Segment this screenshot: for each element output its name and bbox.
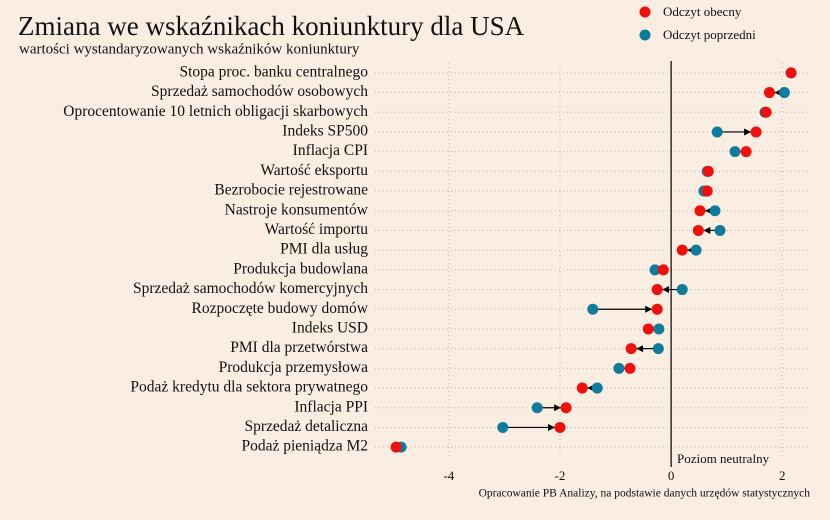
current-dot — [651, 303, 663, 315]
category-label: Indeks SP500 — [282, 123, 368, 140]
previous-dot — [711, 126, 723, 138]
annotation: Poziom neutralny — [677, 451, 770, 466]
previous-dot — [714, 224, 726, 236]
current-dot — [750, 126, 762, 138]
previous-dot — [649, 264, 661, 276]
category-label: Sprzedaż samochodów osobowych — [151, 83, 368, 100]
category-label: PMI dla usług — [280, 241, 368, 258]
current-dot — [560, 402, 572, 414]
previous-dot — [709, 205, 721, 217]
category-label: Sprzedaż samochodów komercyjnych — [133, 280, 368, 297]
current-dot — [651, 284, 663, 296]
current-dot — [760, 106, 772, 118]
chart-title: Zmiana we wskaźnikach koniunktury dla US… — [18, 11, 525, 41]
category-label: Bezrobocie rejestrowane — [214, 182, 368, 199]
category-label: Podaż kredytu dla sektora prywatnego — [130, 379, 368, 396]
legend-label: Odczyt poprzedni — [663, 27, 756, 42]
previous-dot — [652, 343, 664, 355]
category-label: Indeks USD — [292, 320, 368, 337]
chart-subtitle: wartości wystandaryzowanych wskaźników k… — [19, 41, 360, 57]
current-dot — [785, 67, 797, 79]
source-note: Opracowanie PB Analizy, na podstawie dan… — [479, 488, 811, 500]
current-dot — [763, 87, 775, 99]
current-dot — [576, 382, 588, 394]
current-dot — [642, 323, 654, 335]
category-label: Nastroje konsumentów — [225, 201, 369, 218]
category-label: PMI dla przetwórstwa — [230, 339, 368, 356]
previous-dot — [613, 362, 625, 374]
category-label: Oprocentowanie 10 letnich obligacji skar… — [63, 103, 368, 120]
current-dot — [694, 205, 706, 217]
current-dot — [554, 421, 566, 433]
previous-dot — [653, 323, 665, 335]
previous-dot — [587, 303, 599, 315]
category-label: Inflacja PPI — [294, 398, 368, 415]
current-dot — [701, 185, 713, 197]
previous-dot — [729, 146, 741, 158]
current-dot — [692, 224, 704, 236]
current-dot — [625, 343, 637, 355]
category-label: Inflacja CPI — [293, 142, 368, 159]
category-label: Wartość importu — [265, 221, 369, 238]
previous-dot — [676, 284, 688, 296]
category-label: Sprzedaż detaliczna — [245, 418, 369, 435]
legend-marker — [639, 29, 651, 41]
previous-dot — [497, 421, 509, 433]
category-label: Podaż pieniądza M2 — [241, 438, 368, 455]
category-label: Rozpoczęte budowy domów — [192, 300, 369, 317]
x-tick-label: -4 — [443, 468, 454, 483]
category-label: Stopa proc. banku centralnego — [179, 63, 368, 80]
current-dot — [676, 244, 688, 256]
current-dot — [624, 362, 636, 374]
category-label: Produkcja budowlana — [233, 260, 368, 277]
x-tick-label: 2 — [779, 468, 786, 483]
previous-dot — [531, 402, 543, 414]
legend-label: Odczyt obecny — [663, 4, 742, 19]
previous-dot — [690, 244, 702, 256]
category-label: Wartość eksportu — [260, 162, 368, 179]
legend-marker — [639, 6, 651, 18]
x-tick-label: 0 — [668, 468, 675, 483]
current-dot — [390, 441, 402, 453]
x-tick-label: -2 — [555, 468, 566, 483]
category-label: Produkcja przemysłowa — [219, 359, 368, 376]
previous-dot — [591, 382, 603, 394]
current-dot — [657, 264, 669, 276]
current-dot — [740, 146, 752, 158]
previous-dot — [778, 87, 790, 99]
current-dot — [702, 165, 714, 177]
